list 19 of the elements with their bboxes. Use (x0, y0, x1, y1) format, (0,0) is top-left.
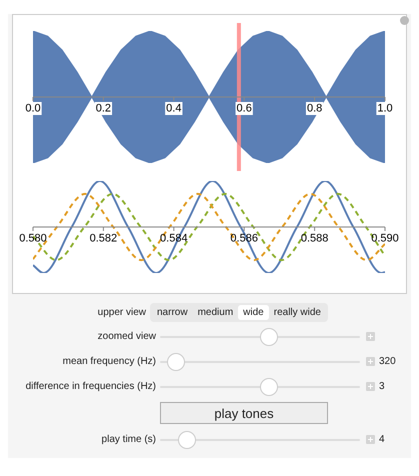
text: zoomed view (96, 331, 157, 342)
x-tick-label: 0.0 (25, 102, 41, 115)
x-tick-label: 0.2 (96, 102, 112, 115)
x-tick-label: 0.8 (306, 102, 322, 115)
x-tick-label: 0.4 (166, 102, 182, 115)
x-tick-label: 0.590 (371, 232, 399, 245)
button: play tones (160, 402, 328, 424)
button-group: narrow medium wide really wide (150, 302, 328, 322)
text: mean frequency (Hz) (62, 356, 157, 367)
text: 4 (379, 434, 385, 445)
x-tick-label: 0.6 (236, 102, 252, 115)
text: 3 (379, 381, 385, 392)
text: upper view (96, 306, 147, 318)
x-tick-label: 0.582 (90, 232, 118, 245)
x-tick-label: 0.588 (300, 232, 328, 245)
text: difference in frequencies (Hz) (24, 381, 157, 392)
text: play time (s) (100, 434, 157, 445)
text: 320 (379, 356, 396, 367)
x-tick-label: 1.0 (377, 102, 393, 115)
